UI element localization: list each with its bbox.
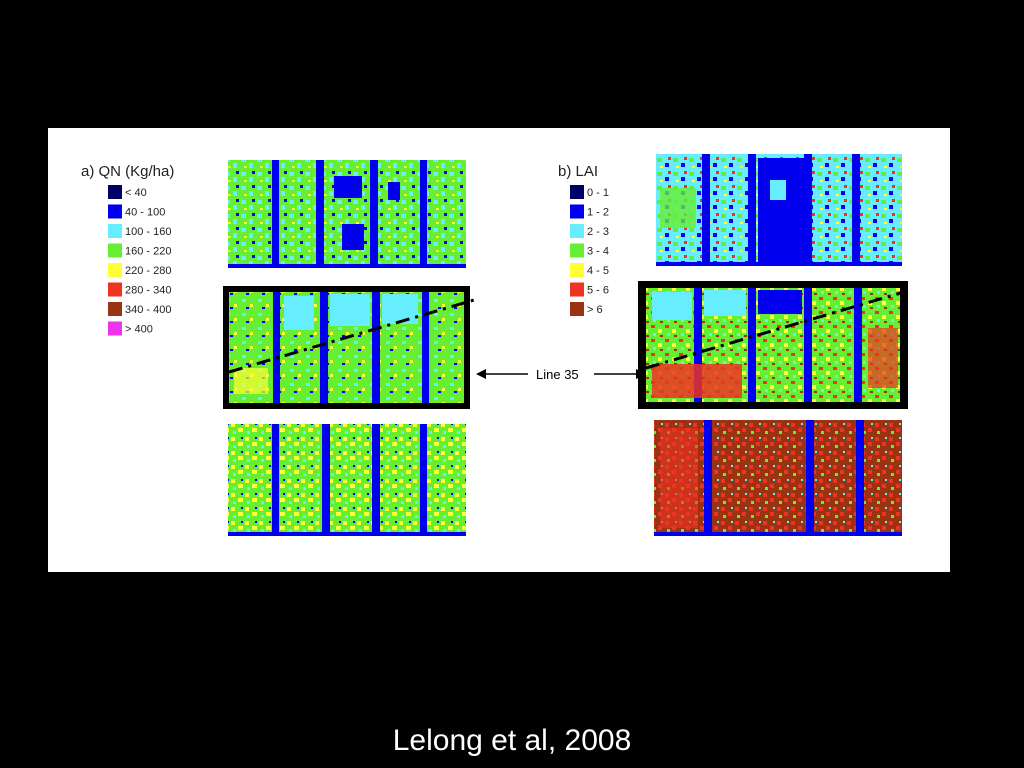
citation-caption: Lelong et al, 2008 [392, 724, 632, 757]
legend-a-label-2: 100 - 160 [125, 226, 171, 238]
panel-b-map-bottom [654, 420, 902, 536]
legend-a-swatch-0 [108, 185, 122, 199]
legend-b-label-1: 1 - 2 [587, 207, 609, 219]
legend-b-swatch-1 [570, 204, 584, 219]
legend-a-label-5: 280 - 340 [125, 285, 171, 297]
legend-b-label-6: > 6 [587, 304, 603, 316]
legend-a-swatch-1 [108, 204, 122, 219]
legend-a-label-3: 160 - 220 [125, 246, 171, 258]
panel-a-legend: < 40 40 - 100 100 - 160 160 - 220 220 - 280 2… [108, 185, 171, 336]
figure-panel: a) QN (Kg/ha) < 40 40 - 100 100 - 160 160 -… [48, 128, 950, 572]
legend-b-swatch-3 [570, 243, 584, 258]
legend-b-label-2: 2 - 3 [587, 226, 609, 238]
legend-a-swatch-7 [108, 321, 122, 336]
legend-b-swatch-0 [570, 185, 584, 199]
panel-b-title: b) LAI [558, 163, 598, 180]
legend-a-swatch-6 [108, 302, 122, 316]
panel-b-map-top [656, 154, 902, 266]
legend-a-swatch-3 [108, 243, 122, 258]
legend-b-swatch-4 [570, 263, 584, 277]
legend-b-label-5: 5 - 6 [587, 285, 609, 297]
legend-a-label-7: > 400 [125, 324, 153, 336]
legend-b-swatch-6 [570, 302, 584, 316]
panel-a-title: a) QN (Kg/ha) [81, 163, 174, 180]
legend-a-swatch-5 [108, 282, 122, 297]
legend-a-label-1: 40 - 100 [125, 207, 165, 219]
panel-b-legend: 0 - 1 1 - 2 2 - 3 3 - 4 4 - 5 5 - 6 > 6 [570, 185, 609, 316]
legend-a-label-4: 220 - 280 [125, 265, 171, 277]
panel-a-map-middle [223, 286, 475, 409]
line-35-label: Line 35 [536, 367, 579, 382]
legend-b-label-4: 4 - 5 [587, 265, 609, 277]
legend-a-swatch-2 [108, 224, 122, 238]
panel-a-map-bottom [228, 424, 466, 536]
legend-a-label-0: < 40 [125, 187, 147, 199]
legend-b-label-3: 3 - 4 [587, 246, 609, 258]
line-35-annotation: Line 35 [476, 367, 646, 382]
legend-b-swatch-5 [570, 282, 584, 297]
legend-a-swatch-4 [108, 263, 122, 277]
panel-b-map-middle [638, 281, 908, 409]
legend-a-label-6: 340 - 400 [125, 304, 171, 316]
legend-b-swatch-2 [570, 224, 584, 238]
legend-b-label-0: 0 - 1 [587, 187, 609, 199]
panel-a-map-top [228, 160, 466, 268]
